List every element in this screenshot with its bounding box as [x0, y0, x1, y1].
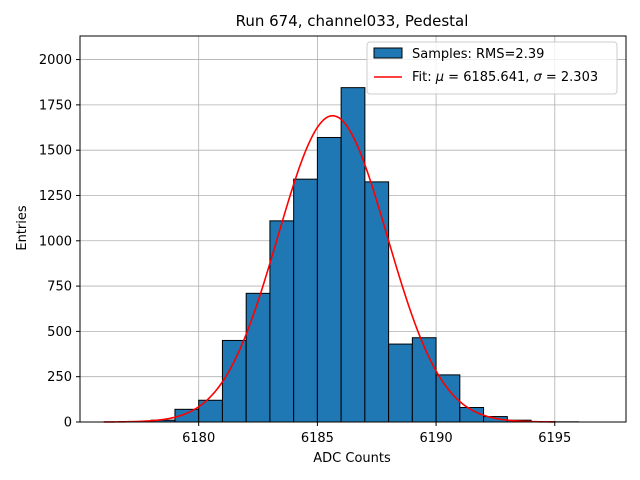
x-tick-label-3: 6195 [538, 431, 571, 446]
x-tick-label-1: 6185 [301, 431, 334, 446]
x-tick-label-0: 6180 [182, 431, 215, 446]
plot-frame [79, 35, 627, 423]
legend-box [366, 41, 618, 95]
y-axis-label: Entries [15, 205, 30, 251]
legend-fit-label: Fit: μ = 6185.641, σ = 2.303 [412, 70, 598, 85]
histogram-bar-7 [293, 178, 318, 423]
x-axis-ticks: 6180 6185 6190 6195 [182, 422, 571, 446]
y-tick-label-3: 750 [47, 280, 72, 295]
y-axis-ticks: 0 250 500 750 1000 1250 1500 1750 2000 [39, 53, 80, 431]
y-tick-label-5: 1250 [39, 189, 72, 204]
y-tick-label-2: 500 [47, 325, 72, 340]
histogram-bar-8 [316, 136, 342, 423]
legend: Samples: RMS=2.39 Fit: μ = 6185.641, σ =… [366, 41, 618, 95]
legend-fit-mu-value: = 6185.641, [444, 70, 533, 85]
histogram-bar-4 [221, 339, 247, 423]
fit-curve [103, 114, 555, 423]
legend-hist-swatch [373, 47, 403, 59]
y-tick-label-4: 1000 [39, 234, 72, 249]
y-tick-label-7: 1750 [39, 98, 72, 113]
histogram-bars [126, 87, 580, 423]
histogram-bar-5 [245, 292, 271, 423]
legend-fit-mu-symbol: μ [435, 70, 444, 85]
legend-fit-sigma-value: = 2.303 [542, 70, 598, 85]
legend-fit-prefix: Fit: [412, 70, 436, 85]
y-tick-label-0: 0 [64, 416, 72, 431]
chart-title: Run 674, channel033, Pedestal [236, 12, 469, 30]
y-tick-label-1: 250 [47, 370, 72, 385]
histogram-bar-10 [364, 181, 390, 423]
y-tick-label-6: 1500 [39, 144, 72, 159]
y-tick-label-8: 2000 [39, 53, 72, 68]
legend-fit-sigma-symbol: σ [534, 70, 543, 85]
x-tick-label-2: 6190 [420, 431, 453, 446]
histogram-bar-11 [388, 343, 413, 423]
histogram-bar-12 [411, 337, 437, 423]
x-axis-label: ADC Counts [313, 451, 391, 466]
legend-hist-label: Samples: RMS=2.39 [412, 47, 544, 62]
